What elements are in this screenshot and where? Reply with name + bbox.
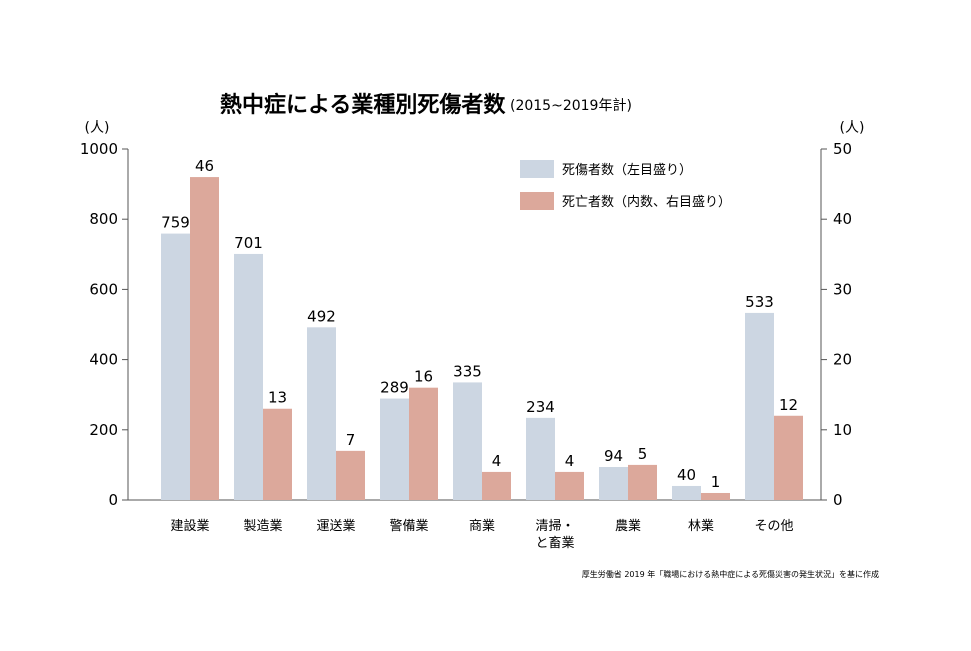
legend: 死傷者数（左目盛り） 死亡者数（内数、右目盛り）	[520, 160, 731, 210]
bar-injured	[234, 253, 263, 500]
bar-deaths	[774, 415, 803, 500]
category-label: 農業	[615, 518, 641, 534]
legend-swatch-injured	[520, 160, 554, 178]
bar-injured	[380, 398, 409, 500]
data-label-injured: 759	[161, 214, 190, 232]
data-label-deaths: 12	[779, 396, 798, 414]
data-label-injured: 94	[604, 447, 623, 465]
data-label-injured: 289	[380, 379, 409, 397]
bar-deaths	[190, 177, 219, 500]
data-label-injured: 234	[526, 398, 555, 416]
right-tick-label: 30	[833, 280, 852, 298]
bar-deaths	[701, 492, 730, 500]
left-tick-label: 400	[89, 351, 118, 369]
bar-injured	[599, 467, 628, 500]
data-label-deaths: 4	[492, 452, 502, 470]
bar-deaths	[555, 471, 584, 500]
right-tick-label: 0	[833, 491, 843, 509]
bar-injured	[745, 312, 774, 500]
category-label: 建設業	[170, 518, 209, 534]
legend-swatch-deaths	[520, 192, 554, 210]
data-labels: 759 46 701 13 492 7 289 16 335 4 234 4 94 5 40 1 533 12	[161, 157, 798, 491]
bar-injured	[453, 382, 482, 500]
right-tick-label: 20	[833, 351, 852, 369]
bar-deaths	[409, 387, 438, 500]
category-label: 清掃・	[535, 518, 574, 534]
left-tick-label: 200	[89, 421, 118, 439]
right-axis-unit: (人)	[840, 120, 865, 136]
category-label: 商業	[469, 518, 495, 534]
data-label-deaths: 46	[195, 157, 214, 175]
left-tick-label: 0	[108, 491, 118, 509]
right-axis-ticks: 0 10 20 30 40 50	[821, 140, 852, 509]
data-label-deaths: 13	[268, 389, 287, 407]
bar-deaths	[628, 464, 657, 500]
data-label-injured: 40	[677, 466, 696, 484]
bar-injured	[161, 233, 190, 500]
legend-label-deaths: 死亡者数（内数、右目盛り）	[562, 194, 731, 210]
left-axis-ticks: 0 200 400 600 800 1000	[80, 140, 128, 509]
chart-title: 熱中症による業種別死傷者数	[220, 92, 506, 118]
bar-deaths	[336, 450, 365, 500]
category-label: と畜業	[535, 535, 574, 551]
category-labels: 建設業 製造業 運送業 警備業 商業 清掃・と畜業 農業 林業 その他	[170, 518, 793, 551]
data-label-deaths: 7	[346, 431, 356, 449]
source-note: 厚生労働省 2019 年「職場における熱中症による死傷災害の発生状況」を基に作成	[582, 569, 879, 579]
legend-label-injured: 死傷者数（左目盛り）	[562, 163, 692, 178]
category-label: 製造業	[243, 518, 282, 534]
bar-deaths	[482, 471, 511, 500]
category-label: 運送業	[316, 518, 355, 534]
right-tick-label: 50	[833, 140, 852, 158]
data-label-deaths: 5	[638, 445, 648, 463]
bars	[161, 177, 803, 500]
data-label-deaths: 1	[711, 473, 721, 491]
data-label-deaths: 4	[565, 452, 575, 470]
right-tick-label: 40	[833, 210, 852, 228]
category-label: その他	[754, 519, 793, 534]
category-label: 警備業	[389, 518, 428, 534]
data-label-deaths: 16	[414, 368, 433, 386]
bar-injured	[526, 417, 555, 500]
left-tick-label: 1000	[80, 140, 118, 158]
data-label-injured: 492	[307, 307, 336, 325]
data-label-injured: 335	[453, 362, 482, 380]
left-tick-label: 800	[89, 210, 118, 228]
bar-injured	[307, 327, 336, 500]
left-tick-label: 600	[89, 280, 118, 298]
chart-subtitle: (2015~2019年計)	[510, 98, 632, 114]
data-label-injured: 533	[745, 293, 774, 311]
category-label: 林業	[688, 518, 714, 534]
bar-injured	[672, 485, 701, 500]
data-label-injured: 701	[234, 234, 263, 252]
right-tick-label: 10	[833, 421, 852, 439]
bar-deaths	[263, 408, 292, 500]
left-axis-unit: (人)	[85, 120, 110, 136]
